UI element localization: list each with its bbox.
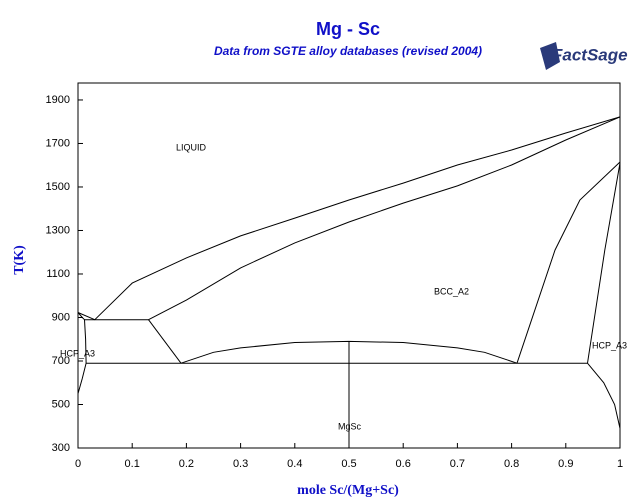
y-tick-label: 1500 [46, 181, 70, 193]
y-tick-label: 300 [52, 442, 70, 454]
x-tick-label: 1 [617, 458, 623, 470]
y-tick-label: 1300 [46, 224, 70, 236]
x-tick-label: 0.3 [233, 458, 248, 470]
phase-boundary [516, 161, 621, 364]
y-axis-label: T(K) [12, 245, 27, 275]
phase-boundary [77, 116, 621, 321]
logo-text: FactSage [552, 45, 628, 64]
x-tick-label: 0.2 [179, 458, 194, 470]
x-tick-label: 0.1 [125, 458, 140, 470]
y-tick-label: 1900 [46, 94, 70, 106]
x-tick-label: 0.7 [450, 458, 465, 470]
y-tick-label: 700 [52, 355, 70, 367]
phase-boundary [587, 362, 621, 429]
phase-label: MgSc [338, 421, 362, 431]
x-tick-label: 0.8 [504, 458, 519, 470]
logo: FactSage [540, 42, 628, 70]
x-tick-label: 0.4 [287, 458, 302, 470]
y-tick-label: 1100 [46, 268, 70, 280]
y-tick-label: 900 [52, 311, 70, 323]
phase-boundary [148, 319, 182, 364]
phase-label: BCC_A2 [434, 286, 469, 296]
phase-label: HCP_A3 [60, 348, 95, 358]
x-tick-label: 0 [75, 458, 81, 470]
phase-boundary [77, 312, 87, 394]
x-tick-label: 0.5 [341, 458, 356, 470]
phase-boundary [587, 162, 621, 364]
logo-icon [540, 42, 560, 70]
x-axis-label: mole Sc/(Mg+Sc) [297, 483, 399, 498]
x-tick-label: 0.9 [558, 458, 573, 470]
chart-title: Mg - Sc [316, 19, 380, 39]
chart-subtitle: Data from SGTE alloy databases (revised … [214, 44, 482, 58]
phase-boundary [148, 116, 621, 321]
x-tick-label: 0.6 [396, 458, 411, 470]
y-tick-label: 1700 [46, 137, 70, 149]
y-tick-label: 500 [52, 398, 70, 410]
phase-label: HCP_A3 [592, 340, 627, 350]
phase-label: LIQUID [176, 142, 207, 152]
